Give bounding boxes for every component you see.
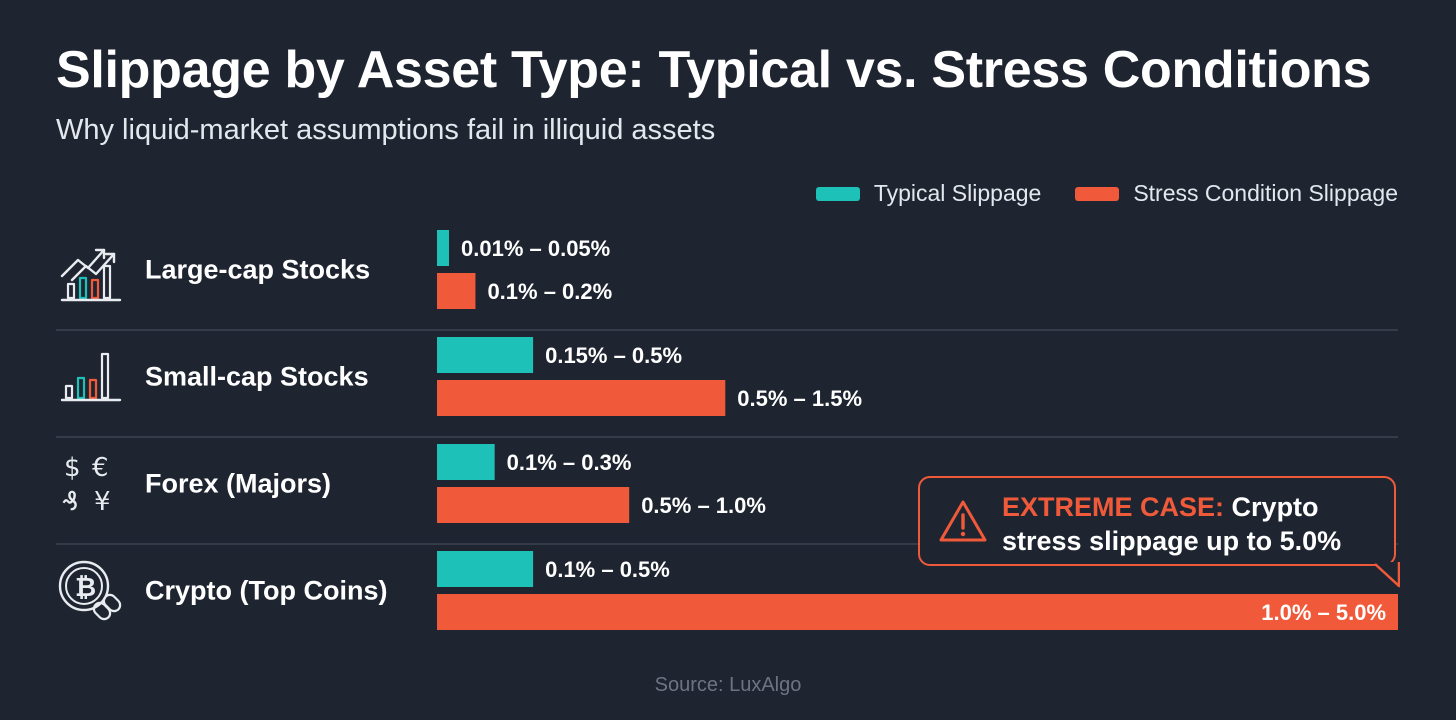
stress-bar (437, 273, 476, 309)
bar-value-label: 0.1% – 0.5% (545, 557, 670, 582)
category-label: Forex (Majors) (145, 469, 331, 499)
category-label: Small-cap Stocks (145, 362, 369, 392)
bar-chart-icon (56, 342, 128, 414)
warning-triangle-icon (938, 498, 988, 544)
legend-label-stress: Stress Condition Slippage (1133, 180, 1398, 206)
callout-body-text: Crypto stress slippage up to 5.0% (1002, 492, 1342, 556)
source-note: Source: LuxAlgo (654, 674, 802, 696)
currency-symbols-icon: $ € ₰ ¥ (56, 448, 128, 520)
bar-value-label: 0.1% – 0.2% (487, 279, 612, 304)
typical-bar (437, 230, 449, 266)
svg-text:$: $ (64, 453, 81, 483)
legend-label-typical: Typical Slippage (873, 180, 1042, 206)
callout-tail (1374, 562, 1400, 588)
category-label: Large-cap Stocks (145, 255, 370, 285)
bar-value-label: 0.15% – 0.5% (545, 343, 682, 368)
page-title: Slippage by Asset Type: Typical vs. Stre… (56, 41, 1372, 99)
page-subtitle: Why liquid-market assumptions fail in il… (56, 114, 716, 146)
bar-value-label: 0.5% – 1.0% (641, 493, 766, 518)
svg-text:₰: ₰ (62, 487, 79, 517)
bar-value-label: 0.5% – 1.5% (737, 386, 862, 411)
legend-swatch-typical (815, 186, 860, 201)
bar-value-label: 0.1% – 0.3% (507, 450, 632, 475)
typical-bar (437, 551, 534, 587)
typical-bar (437, 337, 534, 373)
svg-text:¥: ¥ (94, 487, 111, 517)
bar-value-label: 0.01% – 0.05% (461, 236, 610, 261)
typical-bar (437, 444, 495, 480)
svg-text:€: € (92, 453, 109, 483)
svg-text:₿: ₿ (75, 573, 96, 603)
stress-bar (437, 380, 726, 416)
callout-strong-text: EXTREME CASE: (1002, 492, 1225, 522)
chart-legend: Typical Slippage Stress Condition Slippa… (815, 180, 1398, 207)
legend-item-stress: Stress Condition Slippage (1075, 180, 1398, 207)
bitcoin-link-icon: ₿ (54, 556, 126, 628)
growth-chart-icon (56, 236, 128, 308)
bar-value-label: 1.0% – 5.0% (1261, 600, 1386, 625)
category-label: Crypto (Top Coins) (145, 576, 387, 606)
legend-item-typical: Typical Slippage (815, 180, 1042, 207)
stress-bar (437, 594, 1398, 630)
legend-swatch-stress (1075, 186, 1120, 201)
extreme-case-callout: EXTREME CASE: Crypto stress slippage up … (918, 476, 1396, 566)
stress-bar (437, 487, 630, 523)
callout-text: EXTREME CASE: Crypto stress slippage up … (1002, 490, 1382, 558)
